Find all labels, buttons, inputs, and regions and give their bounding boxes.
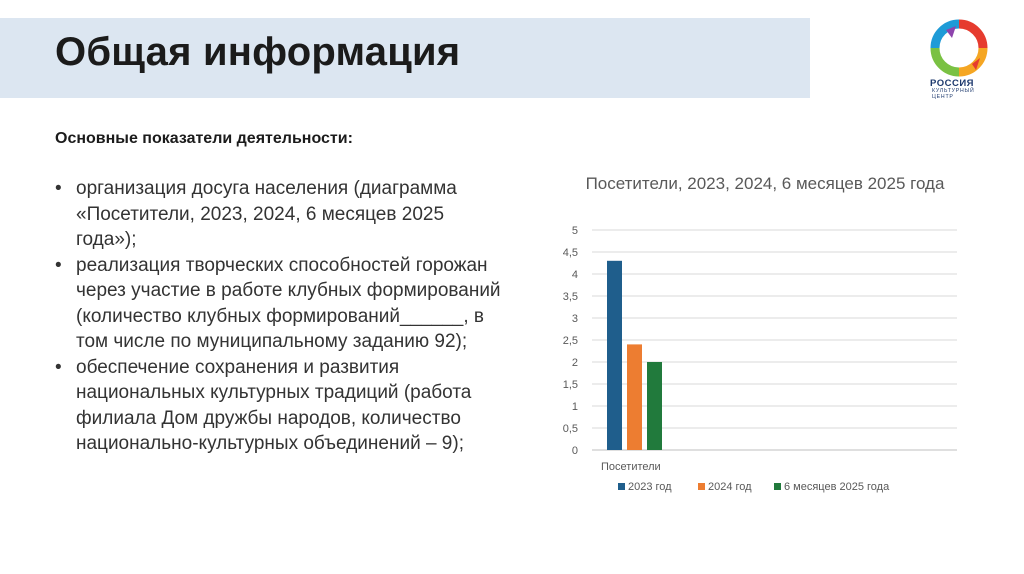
bullet-item: • обеспечение сохранения и развития нацио…: [55, 355, 505, 457]
x-category-label: Посетители: [601, 461, 661, 473]
section-subheading: Основные показатели деятельности:: [55, 130, 353, 147]
chart-title: Посетители, 2023, 2024, 6 месяцев 2025 г…: [585, 174, 945, 193]
legend-swatch: [774, 483, 781, 490]
legend-label: 6 месяцев 2025 года: [784, 481, 890, 493]
visitors-chart: Посетители, 2023, 2024, 6 месяцев 2025 г…: [545, 165, 985, 505]
legend-swatch: [698, 483, 705, 490]
legend-label: 2024 год: [708, 481, 752, 493]
y-tick-label: 1,5: [563, 379, 578, 391]
bullet-marker: •: [55, 178, 62, 199]
y-tick-label: 4: [572, 269, 578, 281]
logo-brand: РОССИЯ: [930, 78, 974, 89]
y-tick-label: 2,5: [563, 335, 578, 347]
bullet-item: • организация досуга населения (диаграмма…: [55, 176, 505, 253]
bullet-list: • организация досуга населения (диаграмма…: [55, 176, 505, 457]
title-band: [0, 18, 810, 98]
slide-title: Общая информация: [55, 30, 461, 74]
bullet-item: • реализация творческих способностей горо…: [55, 253, 505, 355]
bar-1: [607, 260, 622, 450]
bar-3: [647, 362, 662, 450]
bullet-marker: •: [55, 356, 62, 378]
logo-subtitle: КУЛЬТУРНЫЙ ЦЕНТР: [932, 88, 975, 100]
bullet-text: организация досуга населения (диаграмма …: [76, 178, 457, 250]
bar-2: [627, 344, 642, 450]
bullet-text: реализация творческих способностей горож…: [76, 254, 501, 353]
y-tick-label: 3: [572, 313, 578, 325]
y-tick-label: 1: [572, 401, 578, 413]
logo-ring-icon: [930, 19, 988, 77]
bullet-marker: •: [55, 254, 62, 276]
y-tick-label: 3,5: [563, 291, 578, 303]
legend-label: 2023 год: [628, 481, 672, 493]
y-tick-label: 4,5: [563, 247, 578, 259]
logo: РОССИЯ КУЛЬТУРНЫЙ ЦЕНТР: [926, 18, 992, 100]
y-tick-label: 5: [572, 225, 578, 237]
y-tick-label: 2: [572, 357, 578, 369]
legend-swatch: [618, 483, 625, 490]
bullet-text: обеспечение сохранения и развития национ…: [76, 356, 472, 455]
y-tick-label: 0: [572, 445, 578, 457]
y-tick-label: 0,5: [563, 423, 578, 435]
chart-svg: 0 0,5 1 1,5 2 2,5 3 3,5 4 4,5 5 Посетители 2023 год 2…: [563, 225, 957, 493]
